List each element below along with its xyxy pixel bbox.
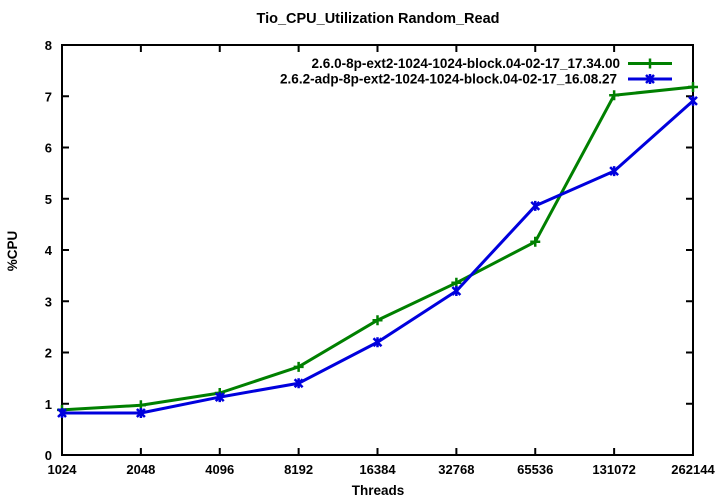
chart-title: Tio_CPU_Utilization Random_Read [256, 11, 499, 27]
legend-samples [628, 58, 672, 84]
y-tick-label: 5 [45, 192, 52, 207]
axis-ticks: 1024 2048 4096 8192 16384 32768 65536 131072 262… [45, 38, 716, 477]
y-tick-label: 4 [45, 243, 53, 258]
asterisk-marker [451, 286, 462, 296]
plot-border [61, 44, 694, 456]
series-line [60, 99, 695, 415]
legend-label-series-2: 2.6.2-adp-8p-ext2-1024-1024-block.04-02-… [280, 72, 617, 87]
x-axis-label: Threads [352, 483, 405, 498]
y-tick-label: 6 [45, 141, 52, 156]
asterisk-marker [530, 200, 541, 211]
plus-marker [688, 82, 698, 93]
plus-marker [609, 90, 620, 101]
plus-marker [645, 58, 655, 69]
asterisk-marker [293, 378, 304, 389]
y-tick-label: 3 [45, 294, 52, 309]
asterisk-marker [135, 407, 146, 418]
series-2 [57, 95, 698, 418]
x-tick-label: 1024 [48, 462, 78, 477]
y-tick-label: 1 [45, 397, 52, 412]
asterisk-marker [372, 337, 383, 348]
asterisk-marker [645, 74, 655, 84]
x-tick-label: 32768 [438, 462, 474, 477]
series-line [60, 85, 695, 412]
asterisk-marker [609, 166, 620, 177]
asterisk-marker [57, 407, 67, 418]
plus-marker [530, 236, 541, 247]
plot-frame [61, 44, 694, 456]
plus-marker [372, 315, 383, 326]
legend: 2.6.0-8p-ext2-1024-1024-block.04-02-17_1… [280, 56, 672, 87]
data-series [57, 82, 698, 418]
x-tick-label: 65536 [517, 462, 553, 477]
series-1 [57, 82, 698, 415]
legend-label-series-1: 2.6.0-8p-ext2-1024-1024-block.04-02-17_1… [312, 56, 620, 71]
y-tick-label: 7 [45, 89, 52, 104]
asterisk-marker [688, 95, 698, 106]
x-tick-label: 2048 [126, 462, 155, 477]
x-tick-label: 262144 [671, 462, 715, 477]
x-tick-label: 16384 [359, 462, 396, 477]
y-axis-label: %CPU [5, 231, 20, 272]
y-tick-label: 0 [45, 448, 52, 463]
y-tick-label: 2 [45, 346, 52, 361]
x-tick-label: 8192 [284, 462, 313, 477]
plus-marker [293, 361, 304, 372]
x-tick-label: 131072 [592, 462, 635, 477]
asterisk-marker [214, 392, 225, 403]
x-tick-label: 4096 [205, 462, 234, 477]
y-tick-label: 8 [45, 38, 52, 53]
